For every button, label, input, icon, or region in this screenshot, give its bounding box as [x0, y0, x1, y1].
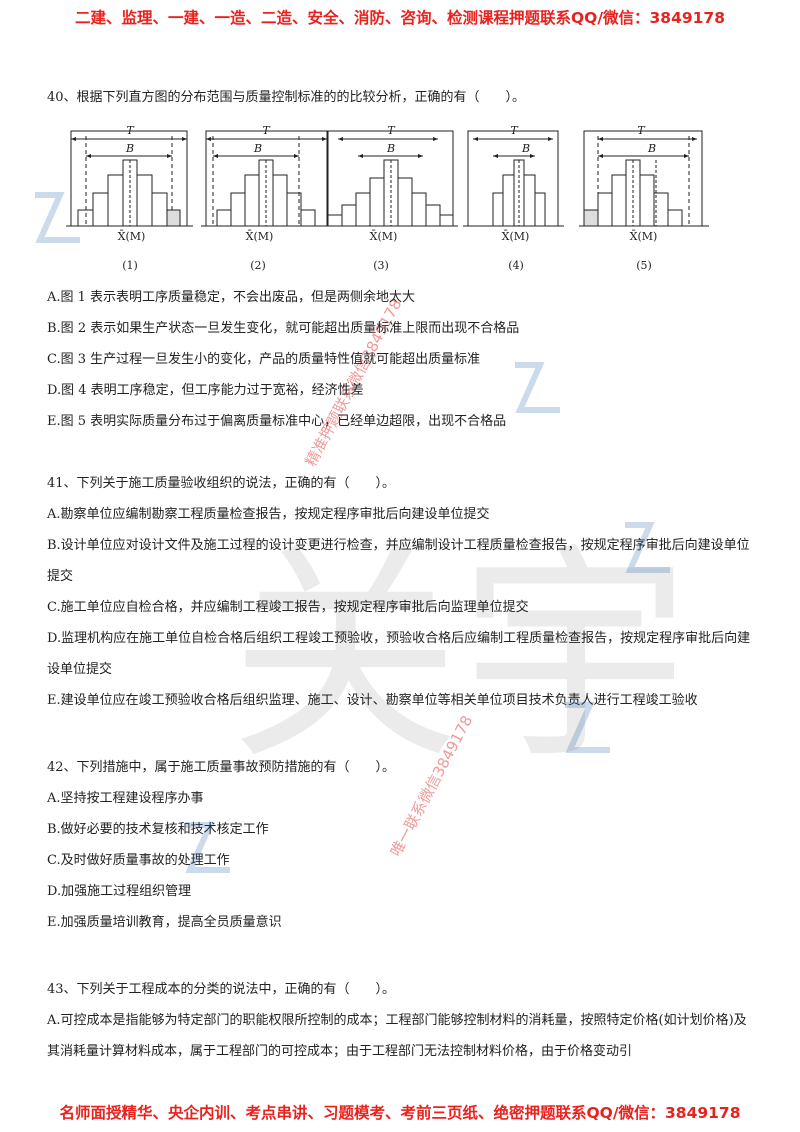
histogram-figures: T B X̄(M) (1) T B X̄(M) (2) T B X̄(M) (3…	[66, 120, 716, 280]
figure-3-T-label: T	[387, 124, 395, 137]
question-41: 41、下列关于施工质量验收组织的说法，正确的有（ ）。 A.勘察单位应编制勘察工…	[47, 468, 759, 716]
question-40: 40、根据下列直方图的分布范围与质量控制标准的的比较分析，正确的有（ ）。	[47, 82, 759, 113]
question-42: 42、下列措施中，属于施工质量事故预防措施的有（ ）。 A.坚持按工程建设程序办…	[47, 752, 759, 938]
option-a: A.可控成本是指能够为特定部门的职能权限所控制的成本；工程部门能够控制材料的消耗…	[47, 1013, 747, 1059]
figure-5-B-label: B	[647, 142, 657, 155]
option-c: C.图 3 生产过程一旦发生小的变化，产品的质量特性值就可能超出质量标准	[47, 352, 481, 367]
histogram-2	[201, 130, 331, 227]
figure-5-number: (5)	[636, 259, 652, 272]
option-c: C.施工单位应自检合格，并应编制工程竣工报告，按规定程序审批后向监理单位提交	[47, 600, 529, 615]
histogram-3	[323, 130, 458, 227]
option-b: B.做好必要的技术复核和技术核定工作	[47, 822, 269, 837]
footer-banner: 名师面授精华、央企内训、考点串讲、习题模考、考前三页纸、绝密押题联系QQ/微信：…	[59, 1104, 741, 1122]
question-stem: 43、下列关于工程成本的分类的说法中，正确的有（ ）。	[47, 982, 396, 997]
option-e: E.加强质量培训教育，提高全员质量意识	[47, 915, 282, 930]
figure-1-axis-label: X̄(M)	[117, 230, 146, 243]
figure-4-number: (4)	[508, 259, 524, 272]
figure-2-T-label: T	[262, 124, 270, 137]
figure-3-number: (3)	[373, 259, 389, 272]
question-43: 43、下列关于工程成本的分类的说法中，正确的有（ ）。 A.可控成本是指能够为特…	[47, 974, 759, 1067]
option-d: D.监理机构应在施工单位自检合格后组织工程竣工预验收，预验收合格后应编制工程质量…	[47, 631, 751, 677]
histogram-illustration	[66, 130, 709, 227]
option-e: E.建设单位应在竣工预验收合格后组织监理、施工、设计、勘察单位等相关单位项目技术…	[47, 693, 698, 708]
figure-1-number: (1)	[122, 259, 138, 272]
figure-2-axis-label: X̄(M)	[245, 230, 274, 243]
header-banner: 二建、监理、一建、一造、二造、安全、消防、咨询、检测课程押题联系QQ/微信：38…	[74, 9, 725, 27]
histogram-5	[579, 130, 709, 227]
option-a: A.图 1 表示表明工序质量稳定，不会出废品，但是两侧余地太大	[47, 290, 416, 305]
figure-5-T-label: T	[637, 124, 645, 137]
option-c: C.及时做好质量事故的处理工作	[47, 853, 230, 868]
histogram-4	[463, 130, 564, 227]
figure-1-T-label: T	[126, 124, 134, 137]
figure-4-T-label: T	[510, 124, 518, 137]
figure-2-number: (2)	[250, 259, 266, 272]
figure-3-B-label: B	[386, 142, 396, 155]
figure-2-B-label: B	[253, 142, 263, 155]
figure-1-B-label: B	[125, 142, 135, 155]
option-b: B.图 2 表示如果生产状态一旦发生变化，就可能超出质量标准上限而出现不合格品	[47, 321, 520, 336]
figure-4-B-label: B	[521, 142, 531, 155]
question-stem: 40、根据下列直方图的分布范围与质量控制标准的的比较分析，正确的有（ ）。	[47, 90, 526, 105]
figure-5-axis-label: X̄(M)	[629, 230, 658, 243]
question-40-options: A.图 1 表示表明工序质量稳定，不会出废品，但是两侧余地太大 B.图 2 表示…	[47, 282, 759, 437]
option-a: A.坚持按工程建设程序办事	[47, 791, 204, 806]
histogram-1	[66, 130, 193, 227]
option-d: D.图 4 表明工序稳定，但工序能力过于宽裕，经济性差	[47, 383, 364, 398]
option-e: E.图 5 表明实际质量分布过于偏离质量标准中心，已经单边超限，出现不合格品	[47, 414, 507, 429]
option-d: D.加强施工过程组织管理	[47, 884, 192, 899]
option-b: B.设计单位应对设计文件及施工过程的设计变更进行检查，并应编制设计工程质量检查报…	[47, 538, 750, 584]
question-stem: 41、下列关于施工质量验收组织的说法，正确的有（ ）。	[47, 476, 396, 491]
question-stem: 42、下列措施中，属于施工质量事故预防措施的有（ ）。	[47, 760, 396, 775]
option-a: A.勘察单位应编制勘察工程质量检查报告，按规定程序审批后向建设单位提交	[47, 507, 490, 522]
figure-4-axis-label: X̄(M)	[501, 230, 530, 243]
figure-3-axis-label: X̄(M)	[369, 230, 398, 243]
